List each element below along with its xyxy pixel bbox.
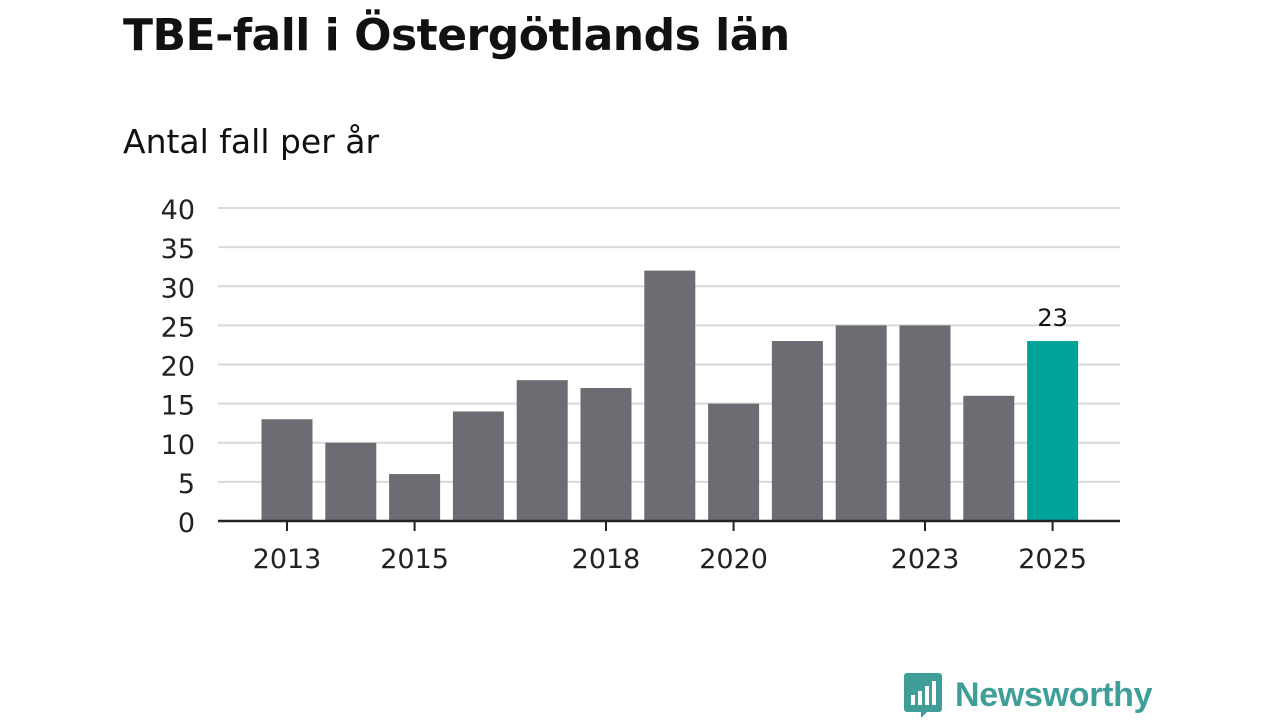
x-tick-label: 2015 (380, 544, 449, 575)
y-tick-label: 20 (161, 352, 195, 383)
bar-2019 (644, 270, 696, 521)
y-tick-label: 10 (161, 430, 195, 461)
bar-2025 (1027, 341, 1079, 521)
data-label: 23 (1037, 304, 1068, 332)
y-tick-label: 40 (161, 195, 195, 226)
bar-2021 (771, 341, 823, 521)
y-tick-label: 0 (178, 508, 195, 539)
bar-2022 (835, 325, 887, 521)
bar-2015 (389, 474, 441, 521)
x-tick-label: 2013 (253, 544, 322, 575)
newsworthy-logo-icon (904, 673, 942, 718)
bar-2020 (708, 403, 760, 521)
x-tick-label: 2018 (572, 544, 641, 575)
bar-2024 (963, 395, 1015, 521)
bar-2014 (325, 442, 377, 521)
x-tick-label: 2020 (699, 544, 768, 575)
newsworthy-logo: Newsworthy (903, 670, 1153, 720)
y-tick-label: 5 (178, 469, 195, 500)
bar-2017 (516, 380, 568, 521)
y-tick-label: 35 (161, 234, 195, 265)
bar-2018 (580, 387, 632, 521)
newsworthy-logo-text: Newsworthy (955, 675, 1153, 714)
x-tick-label: 2025 (1018, 544, 1087, 575)
bar-2016 (452, 411, 504, 521)
y-tick-label: 25 (161, 312, 195, 343)
chart-subtitle: Antal fall per år (123, 122, 380, 161)
chart-title: TBE-fall i Östergötlands län (123, 10, 790, 61)
y-tick-label: 30 (161, 273, 195, 304)
bar-2023 (899, 325, 951, 521)
y-tick-label: 15 (161, 391, 195, 422)
bar-2013 (261, 419, 313, 521)
x-tick-label: 2023 (891, 544, 960, 575)
